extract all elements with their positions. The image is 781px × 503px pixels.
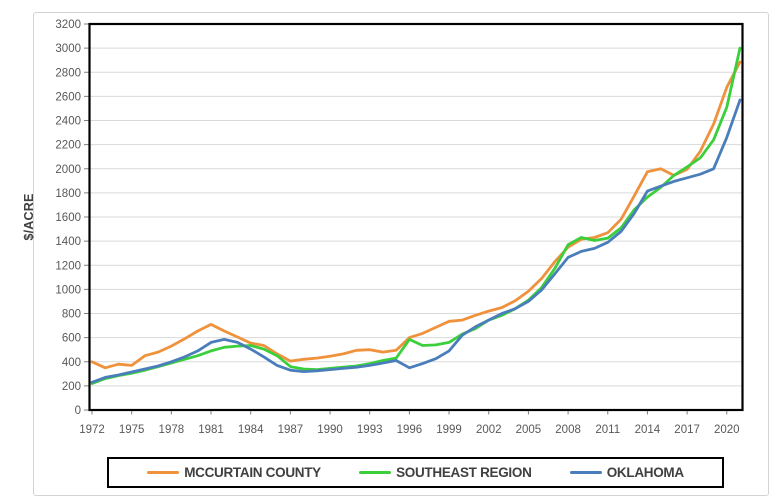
x-tick-label: 1990 [317, 424, 343, 436]
y-tick-label: 1800 [55, 188, 81, 200]
y-tick-label: 600 [62, 333, 81, 345]
plot-border [88, 22, 744, 412]
legend-swatch-mccurtain-county [147, 470, 180, 475]
legend-item-southeast-region: SOUTHEAST REGION [359, 465, 532, 480]
series-line-southeast-region [90, 46, 742, 385]
x-tick-label: 1978 [159, 424, 185, 436]
x-tick-label: 2020 [714, 424, 740, 436]
chart-legend: MCCURTAIN COUNTY SOUTHEAST REGION OKLAHO… [107, 457, 724, 488]
x-tick-label: 1999 [436, 424, 462, 436]
x-tick-label: 2008 [555, 424, 581, 436]
legend-label-oklahoma: OKLAHOMA [606, 465, 684, 480]
series-line-oklahoma [90, 98, 742, 384]
y-tick-label: 400 [62, 357, 81, 369]
x-tick-label: 1993 [357, 424, 383, 436]
legend-label-mccurtain-county: MCCURTAIN COUNTY [184, 465, 321, 480]
y-tick-label: 2000 [55, 164, 81, 176]
y-tick-label: 3000 [55, 43, 81, 55]
y-tick-label: 800 [62, 309, 81, 321]
x-tick-label: 1984 [238, 424, 264, 436]
legend-label-southeast-region: SOUTHEAST REGION [396, 465, 532, 480]
chart-figure-border [33, 12, 769, 496]
y-tick-label: 2600 [55, 91, 81, 103]
y-tick-label: 0 [75, 405, 81, 417]
y-tick-label: 1400 [55, 236, 81, 248]
y-tick-label: 3200 [55, 19, 81, 31]
y-tick-label: 2400 [55, 116, 81, 128]
series-lines [90, 46, 742, 385]
legend-item-oklahoma: OKLAHOMA [569, 465, 684, 480]
series-line-mccurtain-county [90, 60, 742, 370]
x-tick-label: 2017 [674, 424, 700, 436]
legend-item-mccurtain-county: MCCURTAIN COUNTY [147, 465, 321, 480]
y-tick-label: 200 [62, 381, 81, 393]
x-axis-labels: 1972 1975 1978 1981 1984 1987 1990 1993 1996 1999… [79, 424, 739, 436]
x-tick-label: 1981 [198, 424, 224, 436]
x-tick-label: 1996 [397, 424, 423, 436]
y-tick-label: 2200 [55, 140, 81, 152]
y-axis-labels: 0 200 400 600 800 1000 1200 1400 1600 1800 2000 220… [55, 19, 81, 417]
y-tick-label: 2800 [55, 67, 81, 79]
x-tick-label: 2014 [635, 424, 661, 436]
y-tick-label: 1200 [55, 260, 81, 272]
legend-swatch-southeast-region [359, 470, 392, 475]
x-tick-label: 2002 [476, 424, 502, 436]
x-tick-label: 1975 [119, 424, 145, 436]
legend-swatch-oklahoma [569, 470, 602, 475]
x-tick-label: 2011 [595, 424, 620, 436]
y-gridlines [89, 47, 743, 387]
x-tick-label: 1972 [79, 424, 105, 436]
x-tick-label: 1987 [278, 424, 304, 436]
y-tick-label: 1000 [55, 284, 81, 296]
y-tick-label: 1600 [55, 212, 81, 224]
x-tick-label: 2005 [516, 424, 542, 436]
y-axis-title: $/ACRE [22, 193, 36, 240]
